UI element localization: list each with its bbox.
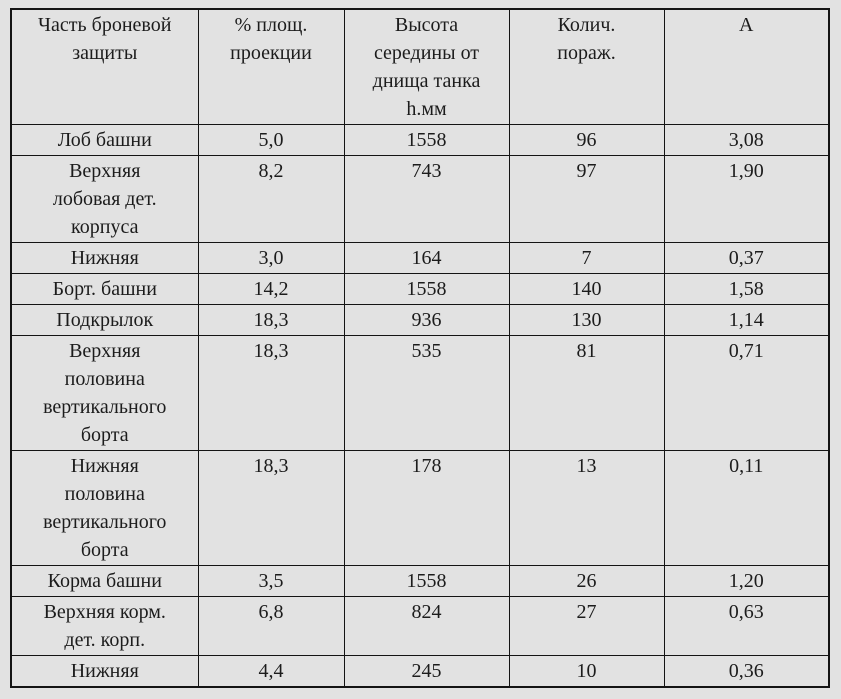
table-cell: 535 xyxy=(343,335,510,451)
table-cell: 0,71 xyxy=(663,335,830,451)
table-cell: 27 xyxy=(508,596,665,656)
armor-protection-table: Часть броневой защиты % площ. проекции В… xyxy=(10,8,830,688)
table-cell: 1,58 xyxy=(663,273,830,305)
table-row: Верхняя лобовая дет. корпуса 8,2 743 97 1,90 xyxy=(10,155,830,243)
table-cell: 0,11 xyxy=(663,450,830,566)
header-row: Часть броневой защиты % площ. проекции В… xyxy=(10,8,830,125)
table-row: Верхняя половина вертикального борта 18,3… xyxy=(10,335,830,451)
table-cell: 245 xyxy=(343,655,510,688)
table-cell: 1558 xyxy=(343,565,510,597)
table-cell: 26 xyxy=(508,565,665,597)
table-cell: Подкрылок xyxy=(10,304,199,336)
table-cell: 1,90 xyxy=(663,155,830,243)
table-row: Подкрылок 18,3 936 130 1,14 xyxy=(10,304,830,336)
table-cell: 18,3 xyxy=(197,335,345,451)
table-header: Часть броневой защиты % площ. проекции В… xyxy=(10,8,830,125)
table-cell: 14,2 xyxy=(197,273,345,305)
table-cell: 164 xyxy=(343,242,510,274)
table-cell: 824 xyxy=(343,596,510,656)
table-cell: 3,0 xyxy=(197,242,345,274)
table-cell: 5,0 xyxy=(197,124,345,156)
table-cell: 0,37 xyxy=(663,242,830,274)
table-row: Верхняя корм. дет. корп. 6,8 824 27 0,63 xyxy=(10,596,830,656)
table-cell: 1,14 xyxy=(663,304,830,336)
table-cell: 6,8 xyxy=(197,596,345,656)
table-cell: Нижняя xyxy=(10,242,199,274)
table-cell: 10 xyxy=(508,655,665,688)
table-cell: 936 xyxy=(343,304,510,336)
table-cell: 0,36 xyxy=(663,655,830,688)
table-cell: 81 xyxy=(508,335,665,451)
table-body: Лоб башни 5,0 1558 96 3,08 Верхняя лобовая де… xyxy=(10,124,830,688)
header-cell-a-coefficient: А xyxy=(663,8,830,125)
header-cell-armor-part: Часть броневой защиты xyxy=(10,8,199,125)
table-row: Борт. башни 14,2 1558 140 1,58 xyxy=(10,273,830,305)
table-row: Корма башни 3,5 1558 26 1,20 xyxy=(10,565,830,597)
table-cell: Лоб башни xyxy=(10,124,199,156)
table-cell: 13 xyxy=(508,450,665,566)
table-cell: Борт. башни xyxy=(10,273,199,305)
table-cell: 8,2 xyxy=(197,155,345,243)
table-cell: 97 xyxy=(508,155,665,243)
table-cell: 96 xyxy=(508,124,665,156)
table-cell: Корма башни xyxy=(10,565,199,597)
table-cell: 178 xyxy=(343,450,510,566)
table-cell: Верхняя лобовая дет. корпуса xyxy=(10,155,199,243)
table-cell: 140 xyxy=(508,273,665,305)
table-cell: 130 xyxy=(508,304,665,336)
table-cell: 1,20 xyxy=(663,565,830,597)
table-cell: 7 xyxy=(508,242,665,274)
header-cell-middle-height: Высота середины от днища танка h.мм xyxy=(343,8,510,125)
table-cell: 3,5 xyxy=(197,565,345,597)
table-cell: 1558 xyxy=(343,273,510,305)
table-cell: 18,3 xyxy=(197,450,345,566)
table-cell: 4,4 xyxy=(197,655,345,688)
table-cell: 3,08 xyxy=(663,124,830,156)
table-cell: 1558 xyxy=(343,124,510,156)
table-row: Лоб башни 5,0 1558 96 3,08 xyxy=(10,124,830,156)
header-cell-hit-count: Колич. пораж. xyxy=(508,8,665,125)
table-cell: Нижняя xyxy=(10,655,199,688)
table-cell: Верхняя половина вертикального борта xyxy=(10,335,199,451)
table-cell: 18,3 xyxy=(197,304,345,336)
table-cell: Нижняя половина вертикального борта xyxy=(10,450,199,566)
table-row: Нижняя половина вертикального борта 18,3 1… xyxy=(10,450,830,566)
table-row: Нижняя 4,4 245 10 0,36 xyxy=(10,655,830,688)
table-row: Нижняя 3,0 164 7 0,37 xyxy=(10,242,830,274)
table-cell: 0,63 xyxy=(663,596,830,656)
table-cell: 743 xyxy=(343,155,510,243)
header-cell-projection-area: % площ. проекции xyxy=(197,8,345,125)
table-cell: Верхняя корм. дет. корп. xyxy=(10,596,199,656)
